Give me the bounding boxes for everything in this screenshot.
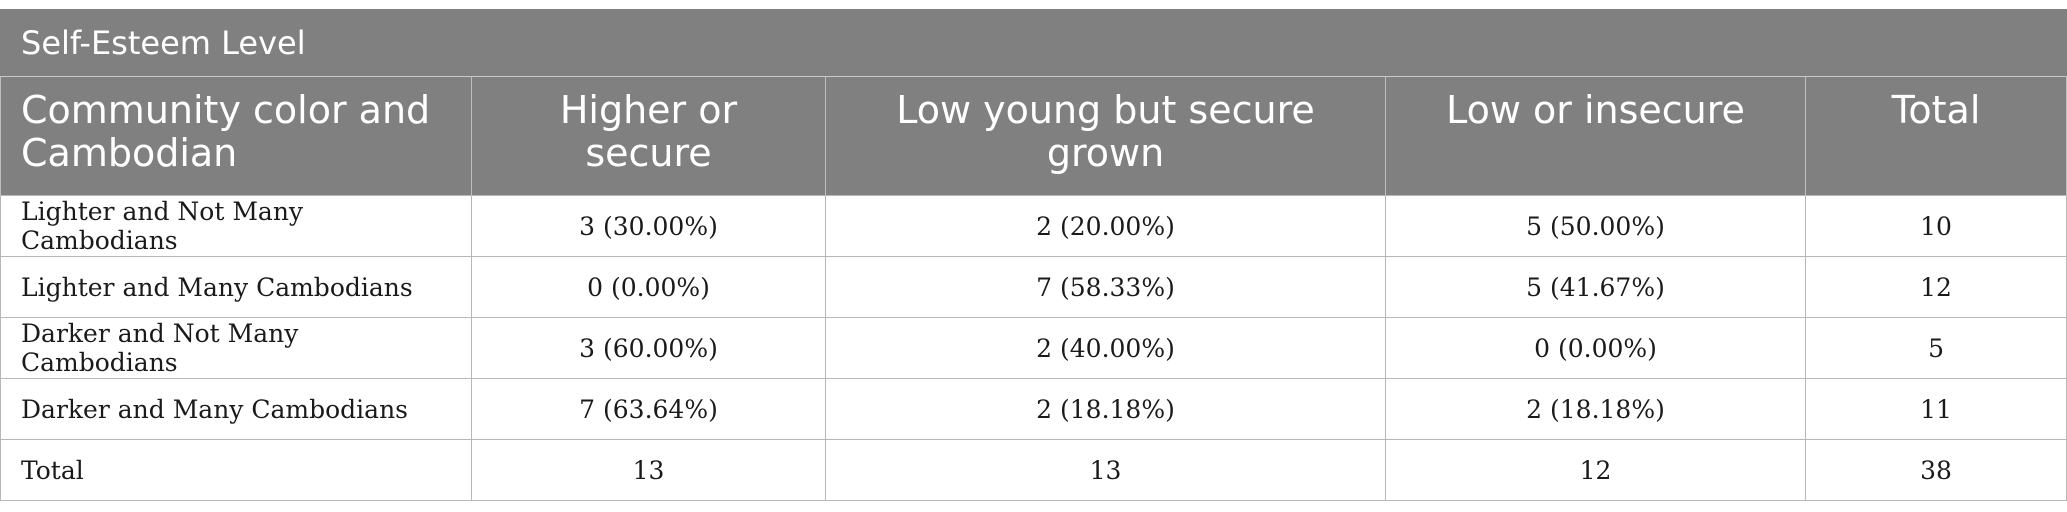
table-cell: 7 (63.64%) [471, 378, 826, 440]
table-cell: 5 [1804, 317, 2067, 379]
data-table-container: Self-Esteem Level Community color and Ca… [0, 9, 2067, 501]
table-cell: 2 (18.18%) [825, 378, 1386, 440]
row-label: Lighter and Not Many Cambodians [0, 195, 472, 257]
table-cell: 2 (20.00%) [825, 195, 1386, 257]
table-cell: 12 [1804, 256, 2067, 318]
self-esteem-table: Self-Esteem Level Community color and Ca… [0, 9, 2067, 501]
table-header: Self-Esteem Level Community color and Ca… [0, 9, 2067, 196]
row-label: Total [0, 439, 472, 501]
column-header: Low young but secure grown [825, 76, 1386, 196]
table-cell: 12 [1385, 439, 1806, 501]
table-cell: 7 (58.33%) [825, 256, 1386, 318]
table-row: Darker and Not Many Cambodians 3 (60.00%… [0, 317, 2067, 379]
table-total-row: Total 13 13 12 38 [0, 439, 2067, 501]
table-cell: 5 (50.00%) [1385, 195, 1806, 257]
row-label: Lighter and Many Cambodians [0, 256, 472, 318]
super-header-row: Self-Esteem Level [0, 9, 2067, 77]
table-row: Lighter and Not Many Cambodians 3 (30.00… [0, 195, 2067, 257]
table-cell: 11 [1804, 378, 2067, 440]
column-header: Community color and Cambodian [0, 76, 472, 196]
table-row: Darker and Many Cambodians 7 (63.64%) 2 … [0, 378, 2067, 440]
column-header: Higher or secure [471, 76, 826, 196]
table-row: Lighter and Many Cambodians 0 (0.00%) 7 … [0, 256, 2067, 318]
table-cell: 5 (41.67%) [1385, 256, 1806, 318]
table-cell: 2 (40.00%) [825, 317, 1386, 379]
table-cell: 13 [471, 439, 826, 501]
row-label: Darker and Not Many Cambodians [0, 317, 472, 379]
table-cell: 0 (0.00%) [471, 256, 826, 318]
table-body: Lighter and Not Many Cambodians 3 (30.00… [0, 195, 2067, 501]
table-cell: 0 (0.00%) [1385, 317, 1806, 379]
table-cell: 3 (30.00%) [471, 195, 826, 257]
table-cell: 10 [1804, 195, 2067, 257]
column-header: Total [1804, 76, 2067, 196]
row-label: Darker and Many Cambodians [0, 378, 472, 440]
table-cell: 3 (60.00%) [471, 317, 826, 379]
super-header-cell: Self-Esteem Level [0, 9, 2067, 77]
column-header: Low or insecure [1385, 76, 1806, 196]
table-cell: 13 [825, 439, 1386, 501]
column-header-row: Community color and Cambodian Higher or … [0, 76, 2067, 196]
table-cell: 38 [1804, 439, 2067, 501]
table-cell: 2 (18.18%) [1385, 378, 1806, 440]
